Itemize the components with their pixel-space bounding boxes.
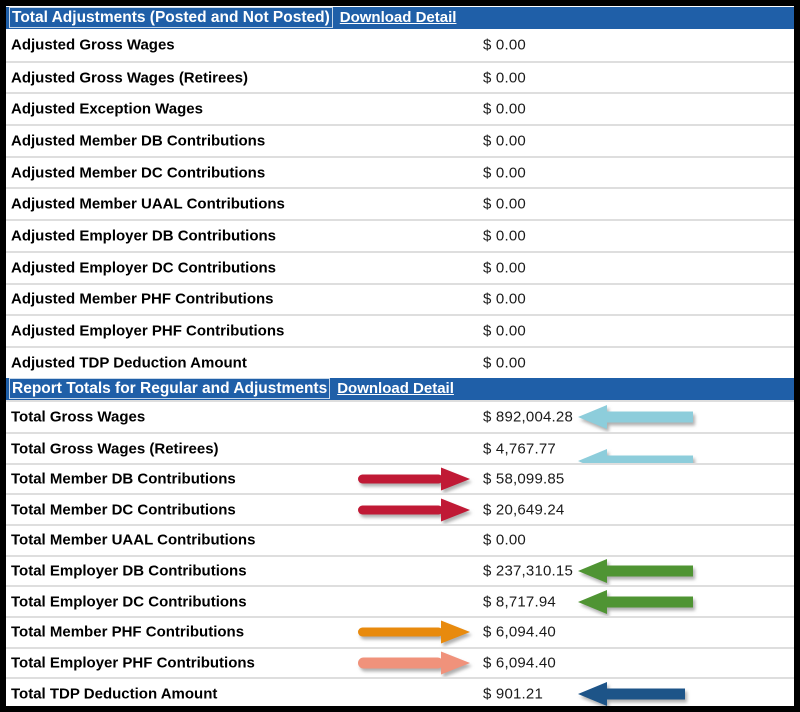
report-totals-table: Total Gross Wages $ 892,004.28 Total Gro… — [6, 399, 794, 706]
row-value: $ 6,094.40 — [483, 623, 556, 641]
table-row: Adjusted Employer DC Contributions $ 0.0… — [6, 250, 794, 283]
left-arrow-icon — [577, 681, 695, 706]
row-value: $ 6,094.40 — [483, 654, 556, 672]
row-label: Adjusted Employer PHF Contributions — [11, 322, 285, 340]
row-label: Total Member UAAL Contributions — [11, 531, 256, 549]
row-label: Adjusted Member PHF Contributions — [11, 290, 274, 308]
row-label: Total Employer DC Contributions — [11, 593, 247, 611]
table-row: Total Member DC Contributions $ 20,649.2… — [6, 493, 794, 525]
row-label: Adjusted Gross Wages — [11, 36, 175, 54]
right-arrow-icon — [353, 497, 471, 523]
table-row: Total TDP Deduction Amount $ 901.21 — [6, 677, 794, 706]
left-arrow-icon — [577, 404, 695, 430]
table-row: Adjusted Member DC Contributions $ 0.00 — [6, 155, 794, 188]
table-row: Adjusted Gross Wages $ 0.00 — [6, 29, 794, 61]
row-label: Total Employer DB Contributions — [11, 562, 247, 580]
row-label: Total TDP Deduction Amount — [11, 685, 218, 703]
section-header-adjustments: Total Adjustments (Posted and Not Posted… — [6, 7, 794, 29]
row-value: $ 0.00 — [483, 227, 526, 245]
row-value: $ 4,767.77 — [483, 440, 556, 458]
row-label: Adjusted Exception Wages — [11, 100, 203, 118]
row-label: Adjusted Member DC Contributions — [11, 164, 266, 182]
row-label: Total Gross Wages (Retirees) — [11, 440, 219, 458]
row-value: $ 0.00 — [483, 100, 526, 118]
row-value: $ 0.00 — [483, 69, 526, 87]
left-arrow-icon — [577, 558, 695, 584]
table-row: Total Employer DB Contributions $ 237,31… — [6, 554, 794, 586]
table-row: Adjusted TDP Deduction Amount $ 0.00 — [6, 345, 794, 378]
left-arrow-icon — [577, 589, 695, 615]
row-value: $ 901.21 — [483, 685, 543, 703]
table-row: Total Member UAAL Contributions $ 0.00 — [6, 524, 794, 555]
row-label: Total Gross Wages — [11, 408, 146, 426]
row-label: Total Member DC Contributions — [11, 501, 236, 519]
row-value: $ 0.00 — [483, 164, 526, 182]
row-label: Total Member PHF Contributions — [11, 623, 245, 641]
row-value: $ 0.00 — [483, 132, 526, 150]
row-label: Adjusted Member DB Contributions — [11, 132, 266, 150]
table-row: Total Gross Wages (Retirees) $ 4,767.77 — [6, 432, 794, 473]
table-row: Adjusted Employer DB Contributions $ 0.0… — [6, 219, 794, 251]
row-value: $ 0.00 — [483, 195, 526, 213]
section-title: Total Adjustments (Posted and Not Posted… — [9, 7, 333, 29]
table-row: Adjusted Gross Wages (Retirees) $ 0.00 — [6, 60, 794, 93]
row-label: Adjusted Member UAAL Contributions — [11, 195, 285, 213]
table-row: Adjusted Member PHF Contributions $ 0.00 — [6, 282, 794, 315]
right-arrow-icon — [353, 619, 471, 645]
table-row: Adjusted Member DB Contributions $ 0.00 — [6, 124, 794, 156]
adjustments-table: Adjusted Gross Wages $ 0.00 Adjusted Gro… — [6, 29, 794, 378]
row-label: Adjusted Gross Wages (Retirees) — [11, 69, 249, 87]
table-row: Adjusted Member UAAL Contributions $ 0.0… — [6, 187, 794, 220]
row-label: Total Employer PHF Contributions — [11, 654, 255, 672]
row-value: $ 20,649.24 — [483, 501, 565, 519]
row-value: $ 8,717.94 — [483, 593, 556, 611]
section-title: Report Totals for Regular and Adjustment… — [9, 377, 331, 399]
table-row: Total Employer PHF Contributions $ 6,094… — [6, 646, 794, 678]
table-row: Total Member DB Contributions $ 58,099.8… — [6, 462, 794, 494]
row-value: $ 0.00 — [483, 259, 526, 277]
row-value: $ 0.00 — [483, 531, 526, 549]
table-row: Total Gross Wages $ 892,004.28 — [6, 401, 794, 433]
table-row: Total Member PHF Contributions $ 6,094.4… — [6, 616, 794, 647]
download-detail-link[interactable]: Download Detail — [337, 379, 454, 397]
row-value: $ 0.00 — [483, 290, 526, 308]
table-row: Total Employer DC Contributions $ 8,717.… — [6, 585, 794, 617]
right-arrow-icon — [353, 466, 471, 492]
row-label: Total Member DB Contributions — [11, 470, 236, 488]
row-label: Adjusted Employer DB Contributions — [11, 227, 277, 245]
row-label: Adjusted TDP Deduction Amount — [11, 354, 247, 372]
row-value: $ 892,004.28 — [483, 408, 573, 426]
row-value: $ 0.00 — [483, 354, 526, 372]
row-value: $ 0.00 — [483, 36, 526, 54]
row-label: Adjusted Employer DC Contributions — [11, 259, 277, 277]
download-detail-link[interactable]: Download Detail — [339, 9, 457, 26]
row-value: $ 237,310.15 — [483, 562, 573, 580]
row-value: $ 58,099.85 — [483, 470, 565, 488]
table-row: Adjusted Exception Wages $ 0.00 — [6, 92, 794, 125]
right-arrow-icon — [353, 650, 471, 676]
row-value: $ 0.00 — [483, 322, 526, 340]
table-row: Adjusted Employer PHF Contributions $ 0.… — [6, 314, 794, 346]
section-header-report-totals: Report Totals for Regular and Adjustment… — [6, 377, 794, 400]
